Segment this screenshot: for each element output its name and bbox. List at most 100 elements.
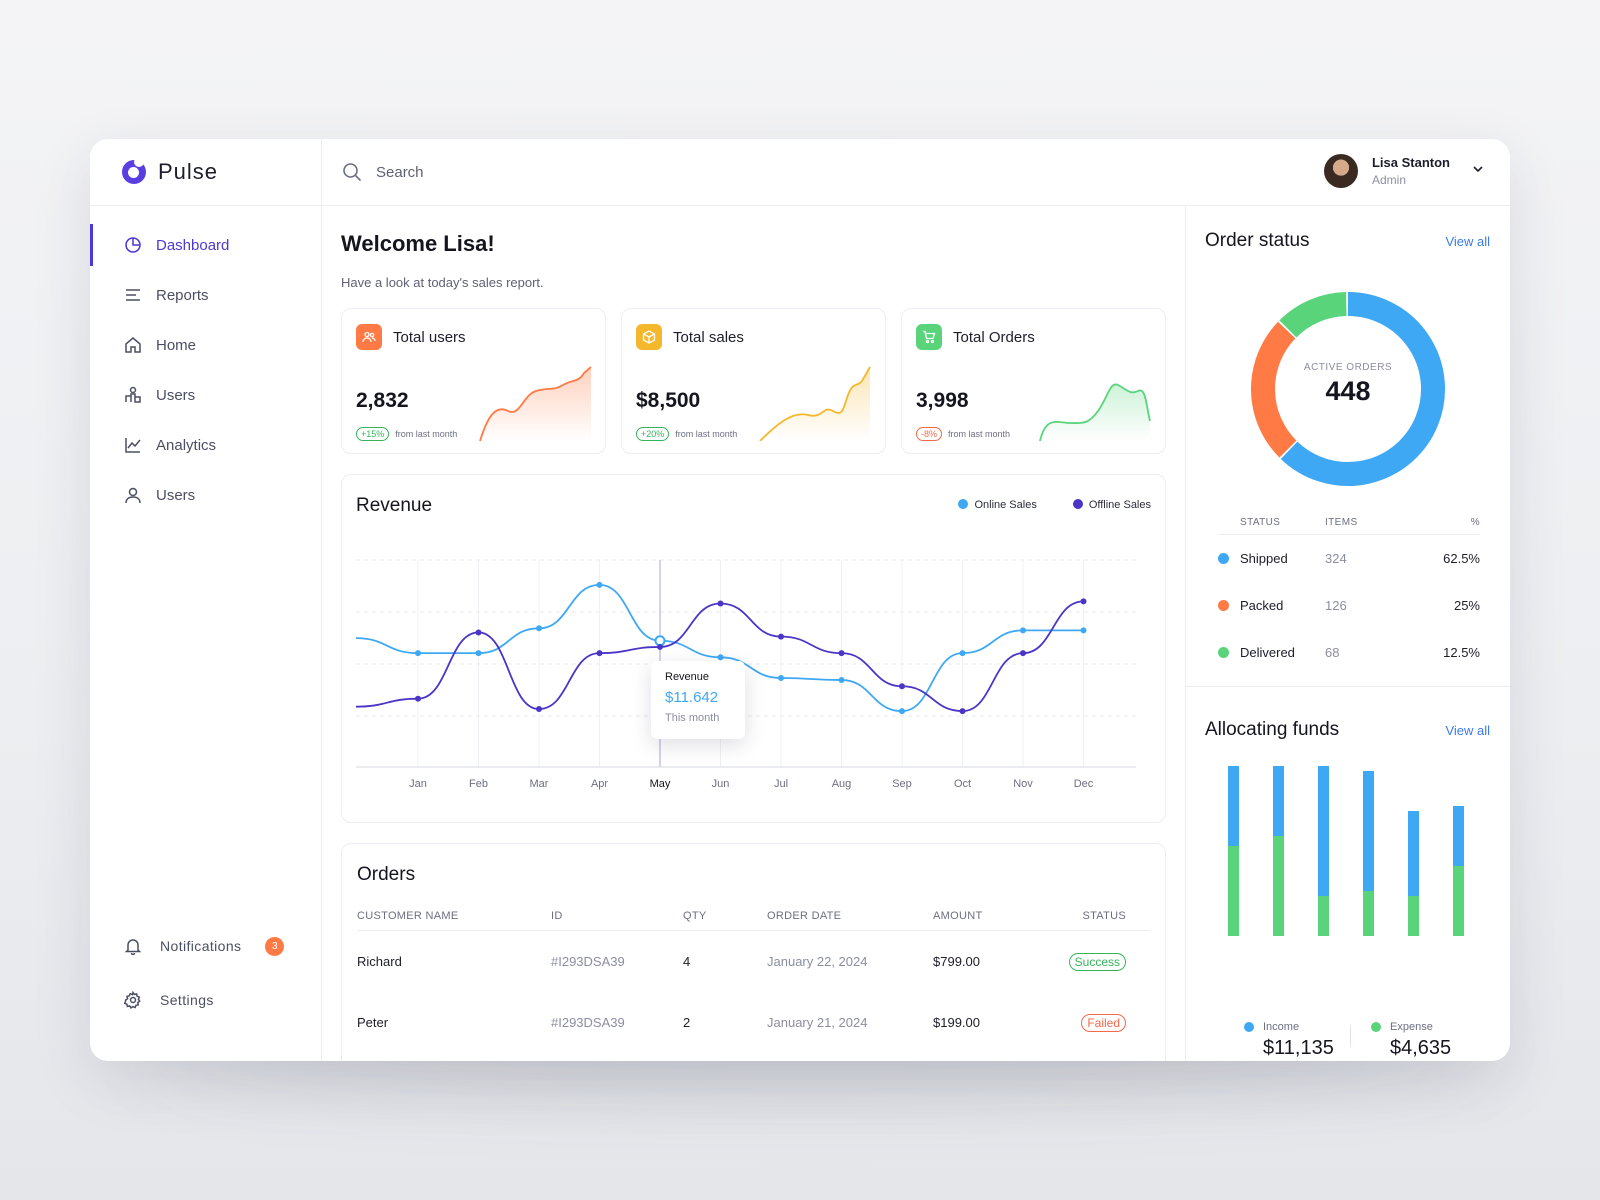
col-customer[interactable]: CUSTOMER NAME [357,910,459,922]
order-status-view-all-link[interactable]: View all [1445,234,1490,249]
data-point[interactable] [1020,650,1026,657]
data-point[interactable] [475,629,482,636]
funds-view-all-link[interactable]: View all [1445,723,1490,738]
data-point[interactable] [654,635,666,647]
table-row[interactable]: Peter #I293DSA39 2 January 21, 2024 $199… [357,992,1150,1053]
donut-slice-shipped[interactable] [1280,292,1445,486]
expense-bar[interactable] [1273,836,1284,936]
income-bar[interactable] [1453,806,1464,866]
sidebar-item-analytics[interactable]: Analytics [90,424,321,466]
col-status[interactable]: STATUS [1082,910,1126,922]
orders-title: Orders [357,864,416,885]
stat-card-users[interactable]: Total users 2,832 +15% from last month [341,308,606,454]
user-icon [124,486,142,504]
stat-card-sales[interactable]: Total sales $8,500 +20% from last month [621,308,886,454]
cell-customer: Richard [357,954,402,969]
data-point[interactable] [959,650,966,657]
main-content: Welcome Lisa! Have a look at today's sal… [322,206,1186,1061]
expense-bar[interactable] [1453,866,1464,936]
page-title: Welcome Lisa! [341,231,495,256]
avatar[interactable] [1323,154,1358,188]
data-point[interactable] [536,625,542,632]
data-point[interactable] [838,650,845,657]
users-icon [356,324,382,350]
search-input[interactable] [376,163,776,181]
col-amount[interactable]: AMOUNT [933,910,983,922]
funds-chart [1228,766,1464,936]
sidebar-item-label: Home [156,336,197,354]
data-point[interactable] [899,683,905,690]
legend-income: Income $11,135 [1244,1021,1334,1060]
cell-amount: $799.00 [933,954,980,969]
x-tick-label: Jan [409,778,427,790]
expense-bar[interactable] [1318,896,1329,936]
data-point[interactable] [899,708,905,715]
income-bar[interactable] [1318,766,1329,896]
col-date[interactable]: ORDER DATE [767,910,842,922]
data-point[interactable] [717,654,724,661]
col-items: ITEMS [1325,517,1358,528]
donut-slice-packed[interactable] [1251,321,1297,458]
data-point[interactable] [415,650,421,657]
change-badge: +20% [636,427,670,441]
data-point[interactable] [475,650,482,657]
sidebar-item-notifications[interactable]: Notifications 3 [90,925,322,967]
expense-bar[interactable] [1228,846,1239,936]
sidebar-item-settings[interactable]: Settings [90,979,322,1021]
data-point[interactable] [1080,598,1087,605]
sidebar-item-users[interactable]: Users [90,474,321,516]
order-status-title: Order status [1205,230,1310,251]
list-icon [124,286,142,304]
data-point[interactable] [778,674,784,681]
status-row-delivered[interactable]: Delivered 68 12.5% [1218,629,1480,676]
data-point[interactable] [596,581,603,588]
donut-center-label: ACTIVE ORDERS [1303,362,1393,373]
stat-card-orders[interactable]: Total Orders 3,998 -8% from last month [901,308,1166,454]
home-icon [124,336,142,354]
data-point[interactable] [415,695,421,702]
profile-menu[interactable]: Lisa Stanton Admin [1323,154,1484,188]
sidebar-item-dashboard[interactable]: Dashboard [90,224,321,266]
col-id[interactable]: ID [551,910,563,922]
x-tick-label: Apr [591,778,608,790]
legend-online[interactable]: Online Sales [958,499,1037,511]
data-point[interactable] [1080,627,1087,634]
data-point[interactable] [959,708,966,715]
logo[interactable]: Pulse [90,139,321,206]
data-point[interactable] [1020,627,1026,634]
revenue-title: Revenue [356,495,433,516]
income-bar[interactable] [1228,766,1239,846]
table-row[interactable]: Richard #I293DSA39 4 January 22, 2024 $7… [357,931,1150,992]
donut-slice-delivered[interactable] [1279,292,1347,338]
stats-row: Total users 2,832 +15% from last month [341,308,1166,454]
data-point[interactable] [717,600,724,607]
col-percent: % [1470,517,1480,528]
data-point[interactable] [778,633,784,640]
sidebar-item-users-group[interactable]: Users [90,374,321,416]
status-pct: 25% [1453,598,1480,613]
expense-bar[interactable] [1363,891,1374,936]
status-badge: Success [1068,952,1126,971]
data-point[interactable] [838,677,845,684]
cell-amount: $199.00 [933,1015,980,1030]
status-row-packed[interactable]: Packed 126 25% [1218,582,1480,629]
donut-center: ACTIVE ORDERS 448 [1298,362,1398,407]
top-bar: Lisa Stanton Admin [322,139,1510,206]
col-qty[interactable]: QTY [683,910,707,922]
expense-bar[interactable] [1408,896,1419,936]
stat-value: 3,998 [916,389,969,412]
status-row-shipped[interactable]: Shipped 324 62.5% [1218,535,1480,582]
sidebar-item-home[interactable]: Home [90,324,321,366]
legend-offline[interactable]: Offline Sales [1072,499,1151,511]
income-bar[interactable] [1408,811,1419,896]
income-bar[interactable] [1273,766,1284,836]
status-items: 126 [1325,598,1347,613]
sidebar-item-reports[interactable]: Reports [90,274,321,316]
data-point[interactable] [596,650,603,657]
data-point[interactable] [657,643,663,650]
x-tick-label: Jul [774,778,788,790]
income-bar[interactable] [1363,771,1374,891]
data-point[interactable] [536,706,542,713]
sidebar: Pulse Dashboard Reports Home [90,139,322,1061]
chevron-down-icon[interactable] [1472,162,1484,180]
